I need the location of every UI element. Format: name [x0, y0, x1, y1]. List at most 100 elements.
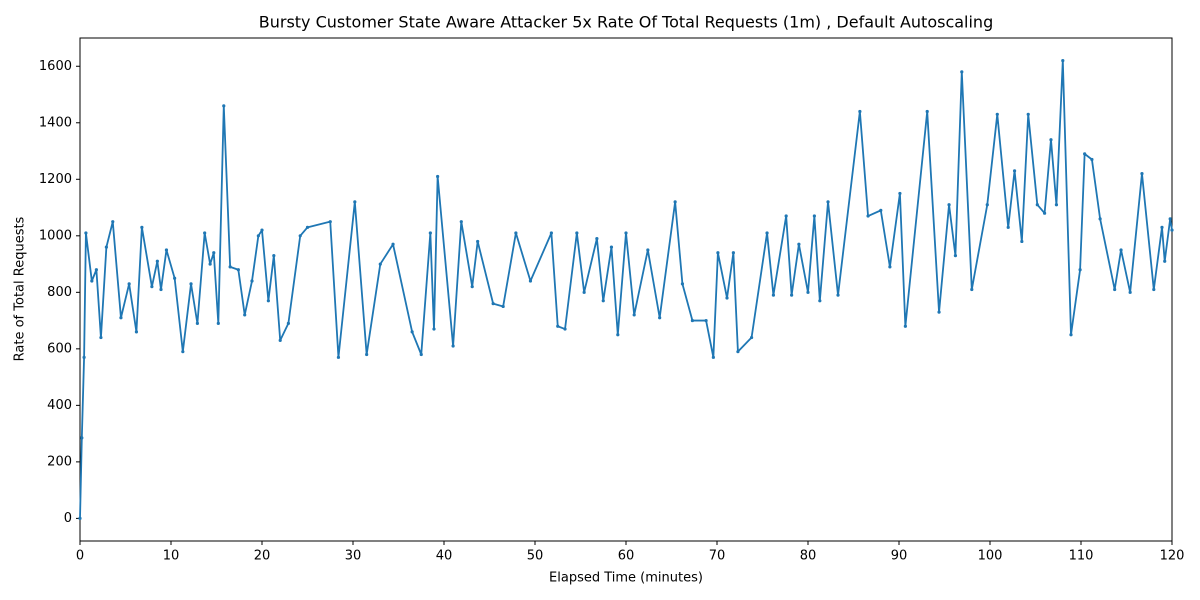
data-point	[203, 231, 207, 235]
data-point	[1020, 239, 1024, 244]
data-point	[250, 279, 254, 283]
data-point	[658, 316, 662, 320]
data-point	[111, 220, 115, 224]
data-point	[563, 327, 567, 331]
data-point	[260, 228, 264, 232]
x-tick-label: 110	[1069, 549, 1094, 564]
series-line	[79, 59, 1173, 519]
data-point	[82, 355, 86, 359]
data-point	[937, 310, 941, 314]
data-point	[419, 352, 423, 357]
data-point	[556, 324, 560, 328]
data-point	[119, 316, 123, 320]
data-point	[771, 293, 776, 297]
data-point	[866, 214, 870, 218]
data-point	[725, 296, 729, 300]
data-point	[806, 290, 810, 294]
data-point	[736, 350, 740, 354]
y-tick-label: 1400	[39, 115, 72, 130]
data-point	[673, 200, 677, 204]
data-point	[212, 251, 216, 255]
data-point	[690, 318, 695, 323]
data-point	[1128, 290, 1132, 294]
data-point	[888, 265, 892, 269]
x-axis-label: Elapsed Time (minutes)	[549, 571, 703, 586]
x-tick-label: 70	[709, 549, 726, 564]
data-point	[731, 251, 735, 255]
data-point	[879, 208, 883, 212]
data-point	[1160, 225, 1164, 229]
x-tick-label: 20	[254, 549, 271, 564]
data-point	[818, 299, 822, 303]
data-point	[378, 262, 382, 266]
data-point	[470, 285, 474, 289]
data-point	[749, 335, 754, 340]
data-point	[410, 330, 414, 334]
data-point	[1006, 225, 1010, 229]
data-point	[256, 234, 260, 238]
data-point	[353, 200, 357, 204]
data-point	[476, 239, 480, 244]
data-point	[680, 282, 685, 286]
data-point	[836, 293, 840, 297]
data-point	[1098, 217, 1102, 221]
data-point	[436, 174, 440, 179]
data-point	[1026, 112, 1030, 116]
data-point	[181, 350, 185, 354]
data-point	[601, 299, 605, 303]
data-point	[1069, 333, 1073, 337]
data-point	[812, 214, 816, 218]
data-point	[84, 231, 88, 235]
data-point	[1012, 169, 1017, 173]
data-point	[272, 253, 276, 258]
data-point	[278, 338, 282, 342]
data-point	[1168, 217, 1172, 221]
data-point	[985, 203, 989, 207]
data-point	[1078, 268, 1082, 272]
data-point	[243, 313, 247, 317]
data-point	[646, 248, 650, 252]
data-point	[228, 265, 232, 269]
data-point	[208, 262, 212, 266]
x-tick-label: 50	[527, 549, 544, 564]
data-point	[528, 279, 533, 283]
data-point	[78, 516, 82, 520]
data-point	[90, 279, 94, 283]
data-point	[947, 203, 951, 207]
y-tick-label: 800	[47, 285, 72, 300]
y-tick-label: 1600	[39, 59, 72, 74]
data-point	[575, 231, 579, 235]
data-point	[491, 302, 495, 306]
data-point	[609, 245, 614, 249]
x-tick-label: 100	[978, 549, 1003, 564]
x-tick-label: 80	[800, 549, 817, 564]
data-point	[336, 355, 341, 359]
data-point	[127, 282, 131, 286]
data-point	[1049, 138, 1053, 142]
data-point	[428, 231, 432, 235]
data-point	[286, 321, 290, 326]
data-point	[632, 313, 636, 317]
data-point	[501, 304, 505, 309]
data-point	[995, 112, 999, 116]
data-point	[925, 109, 929, 114]
data-point	[134, 330, 139, 334]
y-tick-label: 1200	[39, 172, 72, 187]
data-point	[903, 324, 907, 328]
data-point	[1054, 203, 1059, 207]
x-tick-label: 10	[163, 549, 180, 564]
data-point	[451, 344, 455, 348]
data-point	[1163, 259, 1167, 263]
x-tick-label: 40	[436, 549, 453, 564]
data-point	[1043, 211, 1047, 215]
data-point	[716, 251, 720, 255]
x-tick-label: 0	[76, 549, 84, 564]
data-point	[155, 259, 159, 263]
data-point	[140, 225, 144, 229]
y-tick-label: 0	[64, 511, 72, 526]
data-point	[514, 231, 518, 235]
data-point	[1061, 59, 1065, 63]
data-point	[365, 352, 369, 357]
data-point	[94, 268, 98, 272]
